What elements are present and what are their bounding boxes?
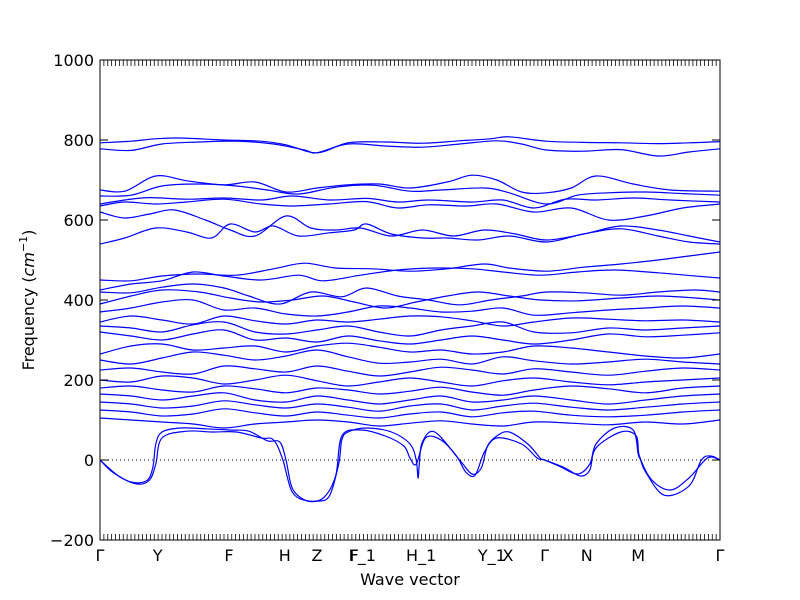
y-tick-label: 200	[63, 371, 94, 390]
x-tick-label: Z	[312, 546, 323, 565]
x-tick-label: F	[224, 546, 233, 565]
y-tick-label: 600	[63, 211, 94, 230]
x-tick-label: X	[502, 546, 513, 565]
x-tick-label: Γ	[540, 546, 549, 565]
x-axis: Γ Y F H Z FF_1 H_1 Y_1X Γ N M Γ	[96, 60, 725, 566]
x-tick-label: Y	[152, 546, 163, 565]
x-tick-label: H_1	[406, 546, 436, 566]
band-line-17	[100, 342, 720, 359]
band-line-18	[100, 349, 720, 365]
x-tick-label: F	[350, 546, 359, 565]
x-tick-label: H	[279, 546, 291, 565]
y-axis-label-text: Frequency (	[19, 276, 38, 370]
band-line-27	[100, 429, 720, 503]
band-line-13	[100, 298, 720, 317]
x-axis-label: Wave vector	[360, 570, 460, 589]
band-line-11	[100, 283, 720, 306]
band-line-15	[100, 321, 720, 337]
band-line-19	[100, 365, 720, 377]
band-line-24	[100, 408, 720, 419]
band-line-6	[100, 198, 720, 221]
x-tick-label: F_1	[349, 546, 376, 566]
x-tick-label: Γ	[96, 546, 105, 565]
y-tick-label: 800	[63, 131, 94, 150]
band-line-1	[100, 136, 720, 154]
plot-frame	[99, 59, 721, 541]
y-tick-label: 1000	[53, 51, 94, 70]
band-line-12	[100, 289, 720, 309]
x-tick-label: M	[631, 546, 645, 565]
y-axis-label-close: )	[19, 230, 38, 236]
band-line-2	[100, 140, 720, 157]
y-axis-label-unit: cm	[19, 252, 38, 276]
band-line-16	[100, 329, 720, 345]
band-line-8	[100, 223, 720, 245]
x-tick-label: N	[581, 546, 593, 565]
band-line-25	[100, 417, 720, 429]
x-tick-label: Γ	[716, 546, 725, 565]
y-axis-label: Frequency (cm−1)	[17, 230, 38, 371]
band-line-10	[100, 267, 720, 291]
y-tick-label: 0	[84, 451, 94, 470]
y-tick-label: −200	[50, 531, 94, 550]
band-line-20	[100, 374, 720, 387]
band-line-5	[100, 195, 720, 209]
band-line-14	[100, 315, 720, 327]
band-line-26	[100, 425, 720, 503]
y-tick-label: 400	[63, 291, 94, 310]
y-axis-label-exponent: −1	[17, 236, 30, 252]
band-line-23	[100, 400, 720, 412]
y-axis: −200 0 200 400 600 800 1000	[50, 51, 720, 550]
band-line-4	[100, 183, 720, 205]
band-line-3	[100, 174, 720, 195]
band-line-22	[100, 392, 720, 405]
band-line-9	[100, 251, 720, 282]
band-line-7	[100, 209, 720, 243]
phonon-bands	[100, 136, 720, 503]
band-line-21	[100, 385, 720, 396]
x-tick-label: Y_1	[477, 546, 506, 566]
